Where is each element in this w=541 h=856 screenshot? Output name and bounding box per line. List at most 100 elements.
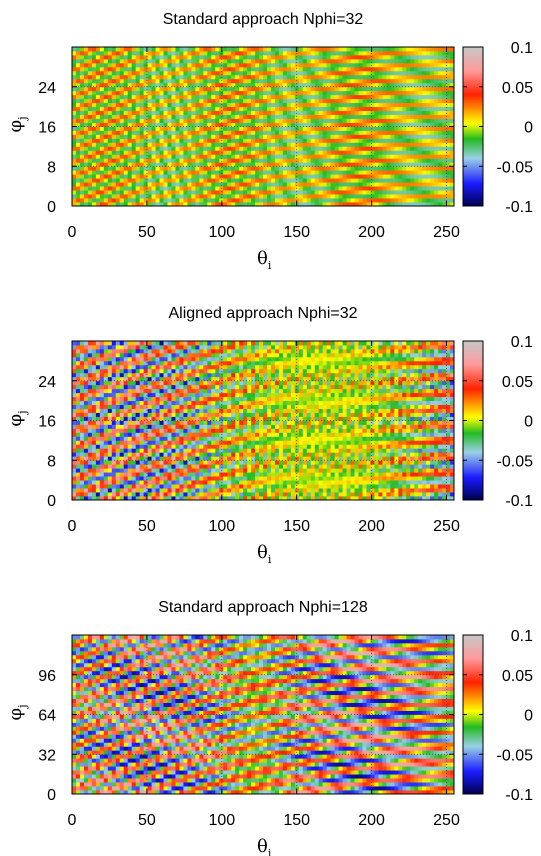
heatmap-cell xyxy=(438,58,443,64)
heatmap-cell xyxy=(135,424,141,429)
heatmap-cell xyxy=(72,392,77,398)
heatmap-cell xyxy=(330,194,336,199)
heatmap-cell xyxy=(398,194,403,199)
heatmap-cell xyxy=(278,182,284,187)
heatmap-cell xyxy=(167,404,172,409)
heatmap-cell xyxy=(231,70,236,76)
heatmap-cell xyxy=(147,154,152,159)
heatmap-cell xyxy=(199,142,204,147)
heatmap-cell xyxy=(123,202,129,207)
heatmap-cell xyxy=(147,98,152,104)
heatmap-cell xyxy=(330,190,336,195)
heatmap-cell xyxy=(326,62,332,68)
heatmap-cell xyxy=(370,134,375,139)
heatmap-cell xyxy=(358,126,363,131)
heatmap-cell xyxy=(247,190,252,195)
heatmap-cell xyxy=(179,98,184,104)
heatmap-cell xyxy=(75,412,81,417)
heatmap-cell xyxy=(131,468,137,473)
heatmap-cell xyxy=(139,106,145,112)
heatmap-cell xyxy=(199,130,204,135)
heatmap-cell xyxy=(235,154,240,159)
heatmap-cell xyxy=(171,146,176,151)
heatmap-cell xyxy=(338,118,343,123)
heatmap-cell xyxy=(235,166,240,171)
heatmap-cell xyxy=(119,154,125,159)
heatmap-cell xyxy=(99,480,105,485)
heatmap-cell xyxy=(107,150,113,155)
heatmap-cell xyxy=(434,170,439,175)
heatmap-cell xyxy=(203,166,208,171)
colorbar-tick-label: -0.1 xyxy=(505,199,533,216)
heatmap-cell xyxy=(278,118,284,123)
heatmap-cell xyxy=(171,388,176,394)
heatmap-cell xyxy=(199,78,204,84)
heatmap-cell xyxy=(195,47,200,52)
heatmap-cell xyxy=(171,94,176,100)
heatmap-cell xyxy=(314,146,320,151)
heatmap-cell xyxy=(318,178,324,183)
heatmap-cell xyxy=(139,174,145,179)
heatmap-cell xyxy=(83,134,89,139)
heatmap-cell xyxy=(378,146,383,151)
heatmap-cell xyxy=(179,452,184,457)
heatmap-cell xyxy=(382,54,387,60)
heatmap-cell xyxy=(179,122,184,127)
heatmap-cell xyxy=(79,432,85,437)
heatmap-cell xyxy=(211,122,216,127)
heatmap-cell xyxy=(266,154,272,159)
heatmap-cell xyxy=(119,480,125,485)
heatmap-cell xyxy=(99,47,105,52)
heatmap-cell xyxy=(438,74,443,80)
heatmap-cell xyxy=(266,126,272,131)
heatmap-cell xyxy=(159,86,164,92)
heatmap-cell xyxy=(342,178,347,183)
heatmap-cell xyxy=(115,150,121,155)
heatmap-cell xyxy=(334,178,340,183)
heatmap-cell xyxy=(346,174,351,179)
heatmap-cell xyxy=(155,190,160,195)
heatmap-cell xyxy=(151,186,156,191)
heatmap-cell xyxy=(87,102,93,108)
heatmap-cell xyxy=(374,130,379,135)
heatmap-cell xyxy=(450,198,455,203)
heatmap-cell xyxy=(402,50,407,56)
heatmap-cell xyxy=(235,90,240,96)
heatmap-cell xyxy=(370,190,375,195)
heatmap-cell xyxy=(282,146,288,151)
heatmap-cell xyxy=(151,98,156,104)
heatmap-cell xyxy=(155,146,160,151)
heatmap-cell xyxy=(354,102,359,108)
heatmap-cell xyxy=(75,368,81,374)
heatmap-cell xyxy=(72,372,77,378)
heatmap-cell xyxy=(163,62,168,68)
heatmap-cell xyxy=(95,62,101,68)
heatmap-cell xyxy=(350,170,355,175)
heatmap-cell xyxy=(219,194,224,199)
heatmap-cell xyxy=(135,122,141,127)
heatmap-cell xyxy=(231,130,236,135)
heatmap-cell xyxy=(402,94,407,100)
heatmap-cell xyxy=(247,162,252,167)
heatmap-cell xyxy=(107,154,113,159)
heatmap-cell xyxy=(203,158,208,163)
heatmap-cell xyxy=(103,102,109,108)
heatmap-cell xyxy=(366,178,371,183)
heatmap-cell xyxy=(83,118,89,123)
heatmap-cell xyxy=(151,436,156,441)
heatmap-cell xyxy=(75,202,81,207)
heatmap-cell xyxy=(151,118,156,123)
heatmap-cell xyxy=(75,472,81,477)
heatmap-cell xyxy=(163,484,168,489)
heatmap-cell xyxy=(259,154,264,159)
heatmap-cell xyxy=(247,70,252,76)
heatmap-cell xyxy=(191,146,196,151)
heatmap-cell xyxy=(306,130,312,135)
heatmap-cell xyxy=(175,460,180,465)
heatmap-cell xyxy=(99,190,105,195)
heatmap-cell xyxy=(139,408,145,413)
heatmap-cell xyxy=(243,90,248,96)
heatmap-cell xyxy=(147,114,152,119)
heatmap-cell xyxy=(394,94,399,100)
heatmap-cell xyxy=(215,146,220,151)
